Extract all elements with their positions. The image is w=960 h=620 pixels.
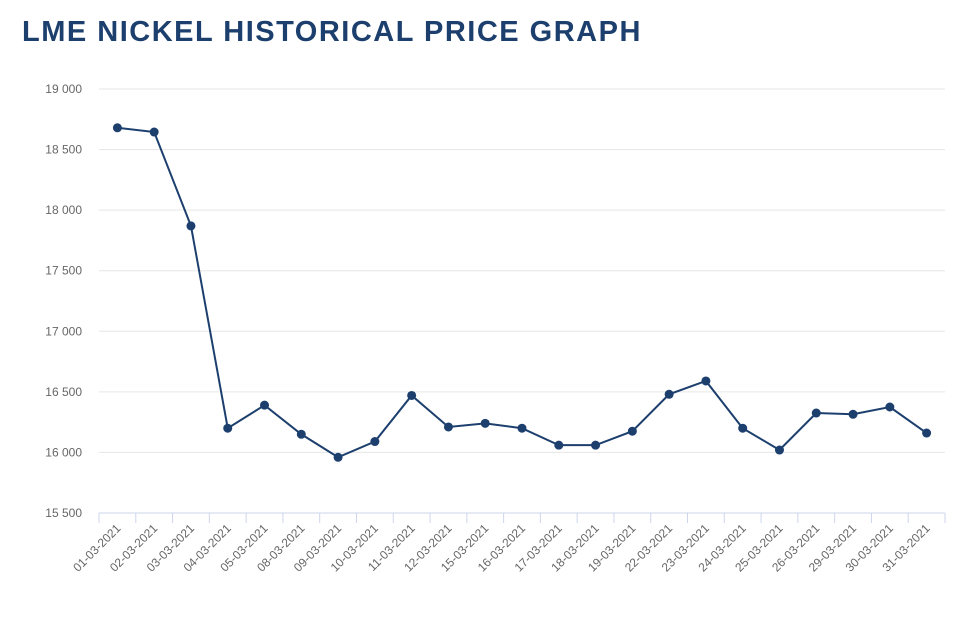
data-point	[664, 389, 674, 399]
data-point	[407, 390, 417, 400]
data-point	[260, 400, 270, 410]
data-point	[333, 452, 343, 462]
data-point	[738, 423, 748, 433]
y-tick-label: 16 000	[45, 445, 82, 459]
data-point	[811, 408, 821, 418]
y-tick-label: 18 000	[45, 203, 82, 217]
data-point	[848, 409, 858, 419]
data-point	[296, 429, 306, 439]
y-tick-label: 17 500	[45, 264, 82, 278]
series-line	[117, 126, 928, 459]
y-tick-label: 18 500	[45, 143, 82, 157]
data-point	[627, 426, 637, 436]
data-point	[517, 423, 527, 433]
data-point	[370, 437, 380, 447]
data-point	[112, 123, 122, 133]
data-point	[480, 418, 490, 428]
data-point	[591, 440, 601, 450]
data-point	[186, 221, 196, 231]
data-point	[149, 127, 159, 137]
data-point	[922, 428, 932, 438]
data-point	[554, 440, 564, 450]
y-tick-label: 19 000	[45, 82, 82, 96]
data-point	[774, 445, 784, 455]
y-tick-label: 17 000	[45, 324, 82, 338]
y-tick-label: 15 500	[45, 506, 82, 520]
data-point	[701, 376, 711, 386]
y-tick-label: 16 500	[45, 385, 82, 399]
chart-title: LME NICKEL HISTORICAL PRICE GRAPH	[22, 16, 642, 48]
data-point	[443, 422, 453, 432]
data-point	[885, 402, 895, 412]
data-point	[223, 423, 233, 433]
